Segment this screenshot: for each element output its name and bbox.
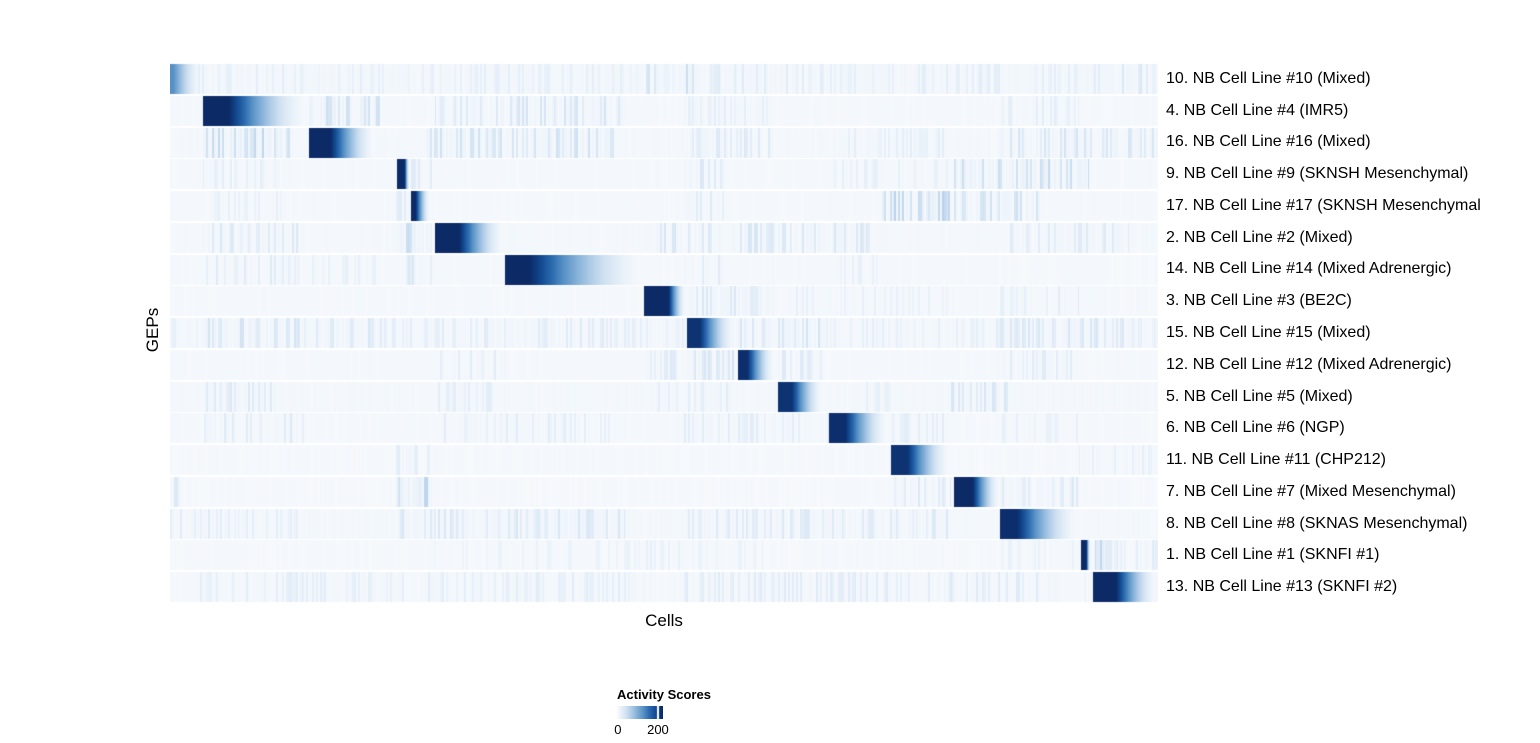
row-label: 15. NB Cell Line #15 (Mixed): [1166, 324, 1371, 341]
row-label: 5. NB Cell Line #5 (Mixed): [1166, 387, 1353, 405]
row-label: 10. NB Cell Line #10 (Mixed): [1166, 69, 1371, 87]
row-label: 8. NB Cell Line #8 (SKNAS Mesenchymal): [1166, 514, 1468, 532]
row-label: 13. NB Cell Line #13 (SKNFI #2): [1166, 578, 1398, 596]
row-label: 1. NB Cell Line #1 (SKNFI #1): [1166, 546, 1380, 564]
legend-tick-label: 0: [614, 722, 622, 737]
heatmap-canvas: [170, 63, 1158, 603]
row-label: 7. NB Cell Line #7 (Mixed Mesenchymal): [1166, 482, 1456, 500]
row-label: 4. NB Cell Line #4 (IMR5): [1166, 101, 1349, 119]
legend-colorbar: [617, 706, 663, 719]
y-axis-label: GEPs: [143, 307, 162, 353]
row-label: 3. NB Cell Line #3 (BE2C): [1166, 292, 1352, 310]
row-label: 14. NB Cell Line #14 (Mixed Adrenergic): [1166, 260, 1452, 278]
legend-title: Activity Scores: [617, 687, 711, 702]
activity-scores-legend: Activity Scores 0 200: [614, 687, 737, 743]
row-label: 11. NB Cell Line #11 (CHP212): [1166, 451, 1386, 469]
x-axis-label: Cells: [645, 611, 683, 630]
row-label: 9. NB Cell Line #9 (SKNSH Mesenchymal): [1166, 165, 1469, 183]
row-label: 17. NB Cell Line #17 (SKNSH Mesenchymal: [1166, 196, 1481, 214]
row-label: 12. NB Cell Line #12 (Mixed Adrenergic): [1166, 355, 1452, 373]
row-label: 16. NB Cell Line #16 (Mixed): [1166, 133, 1371, 151]
row-label: 6. NB Cell Line #6 (NGP): [1166, 419, 1345, 437]
row-label: 2. NB Cell Line #2 (Mixed): [1166, 228, 1353, 246]
legend-tick-label: 200: [647, 722, 669, 737]
